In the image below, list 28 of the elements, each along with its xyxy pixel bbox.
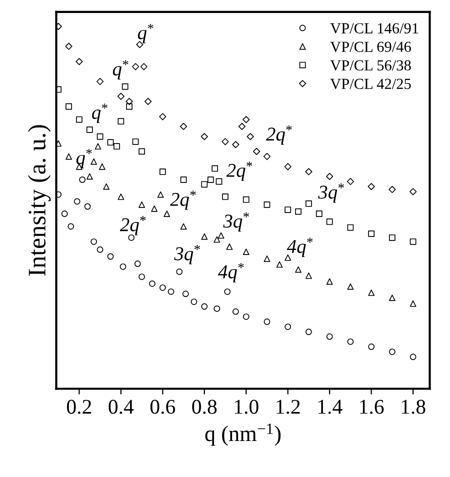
legend-label: VP/CL 56/38 — [330, 60, 411, 71]
x-tick-label: 1.0 — [234, 400, 258, 414]
x-tick-label: 1.2 — [276, 400, 300, 414]
x-tick-label: 0.8 — [192, 400, 217, 414]
legend-label: VP/CL 42/25 — [330, 78, 411, 90]
annotation: 2q$^{*}$ — [170, 190, 196, 210]
x-tick-label: 0.4 — [108, 400, 134, 414]
annotation: 2q$^{*}$ — [266, 125, 292, 145]
annotation: 2q$^{*}$ — [120, 216, 146, 236]
legend-label: VP/CL 146/91 — [330, 23, 418, 34]
annotation: 3q$^{*}$ — [318, 183, 344, 203]
annotation: 2q$^{*}$ — [226, 162, 252, 181]
annotation: q$^{*}$ — [112, 60, 128, 80]
annotation: 3q$^{*}$ — [223, 212, 249, 232]
annotation: q$^{*}$ — [92, 104, 108, 123]
annotation: q$^{*}$ — [76, 148, 92, 168]
x-tick-label: 1.6 — [360, 400, 384, 414]
x-axis-title: q (nm$^{−1}$) — [205, 424, 281, 446]
x-tick-label: 1.4 — [318, 400, 342, 414]
y-axis-title: Intensity (a. u.) — [28, 125, 51, 276]
x-tick-label: 0.6 — [150, 400, 176, 414]
annotation: 4q$^{*}$ — [286, 238, 313, 258]
annotation: 4q$^{*}$ — [218, 263, 244, 282]
legend-label: VP/CL 69/46 — [330, 42, 411, 52]
x-tick-label: 0.2 — [66, 400, 92, 414]
annotation: q$^{*}$ — [138, 24, 154, 44]
annotation: 3q$^{*}$ — [174, 244, 200, 264]
x-tick-label: 1.8 — [402, 400, 426, 414]
